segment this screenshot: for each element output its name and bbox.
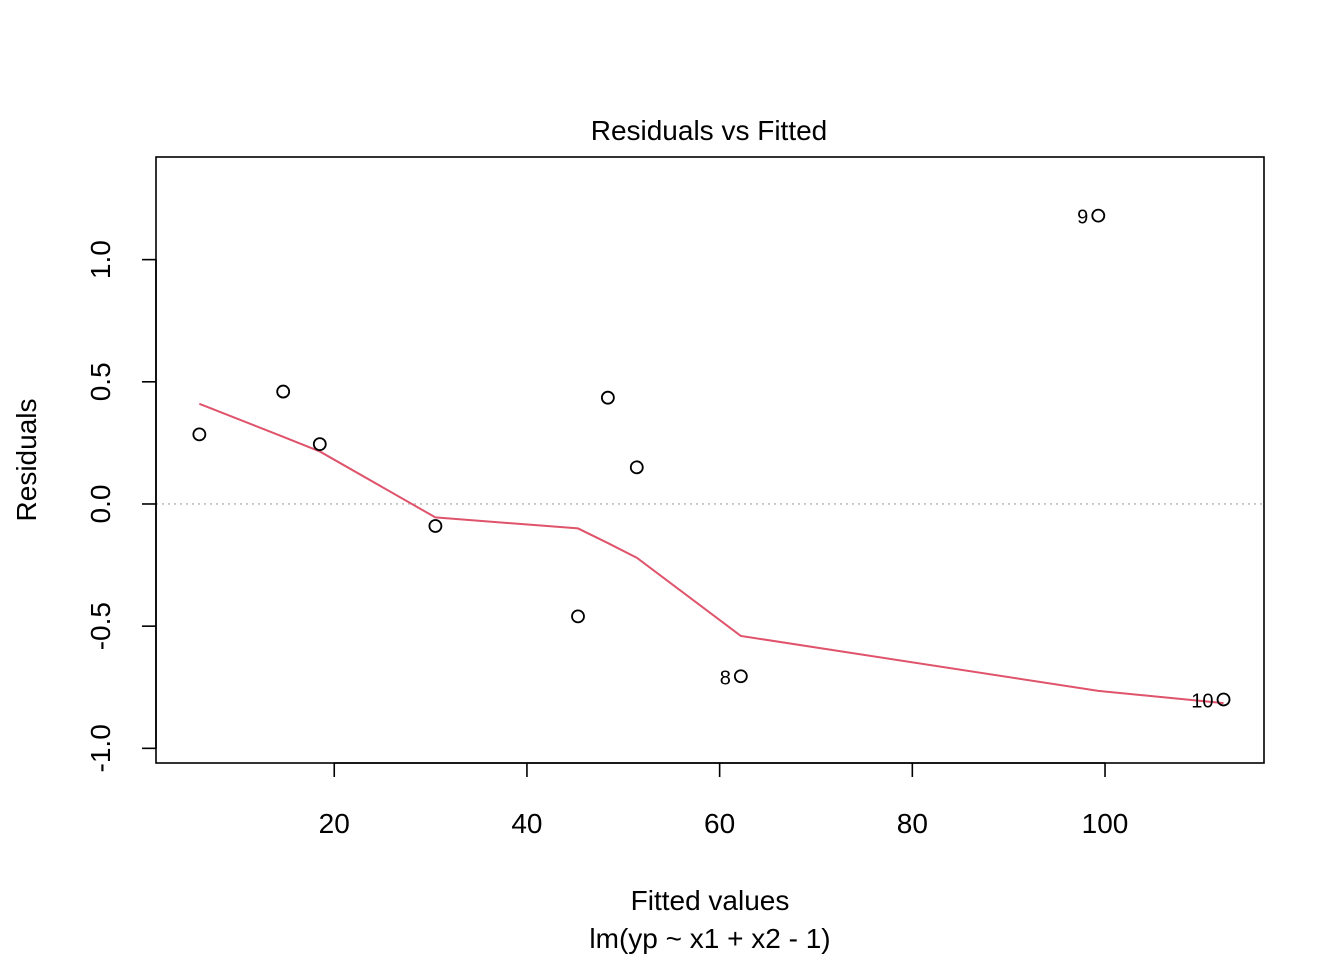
data-point: [600, 390, 615, 405]
data-points: 8 9 10: [192, 207, 1231, 712]
y-tick-label: -0.5: [85, 602, 116, 650]
y-tick-label: 0.5: [85, 362, 116, 401]
x-axis-label: Fitted values: [631, 885, 790, 916]
chart-subtitle: lm(yp ~ x1 + x2 - 1): [589, 923, 830, 954]
x-tick-label: 20: [319, 808, 350, 839]
point-label: 8: [720, 667, 731, 689]
x-tick-label: 100: [1082, 808, 1129, 839]
data-point: [276, 384, 291, 399]
data-point: [733, 669, 748, 684]
x-axis: 20 40 60 80 100: [319, 762, 1129, 839]
y-tick-label: 0.0: [85, 485, 116, 524]
data-point: [192, 427, 207, 442]
data-point: [629, 460, 644, 475]
point-label: 10: [1191, 690, 1213, 712]
plot-frame: [155, 156, 1265, 764]
data-point: [428, 519, 443, 533]
data-point: [571, 609, 585, 624]
x-tick-label: 80: [897, 808, 928, 839]
y-tick-label: 1.0: [85, 240, 116, 279]
point-label: 9: [1077, 207, 1088, 229]
data-point: [312, 437, 327, 452]
y-tick-label: -1.0: [85, 724, 116, 772]
y-axis-label: Residuals: [11, 399, 42, 522]
data-point: [1091, 208, 1106, 223]
x-tick-label: 40: [511, 808, 542, 839]
chart-title: Residuals vs Fitted: [591, 115, 828, 146]
x-tick-label: 60: [704, 808, 735, 839]
y-axis: -1.0 -0.5 0.0 0.5 1.0: [85, 240, 157, 772]
smooth-line: [198, 402, 1224, 705]
data-point: [1216, 692, 1231, 707]
